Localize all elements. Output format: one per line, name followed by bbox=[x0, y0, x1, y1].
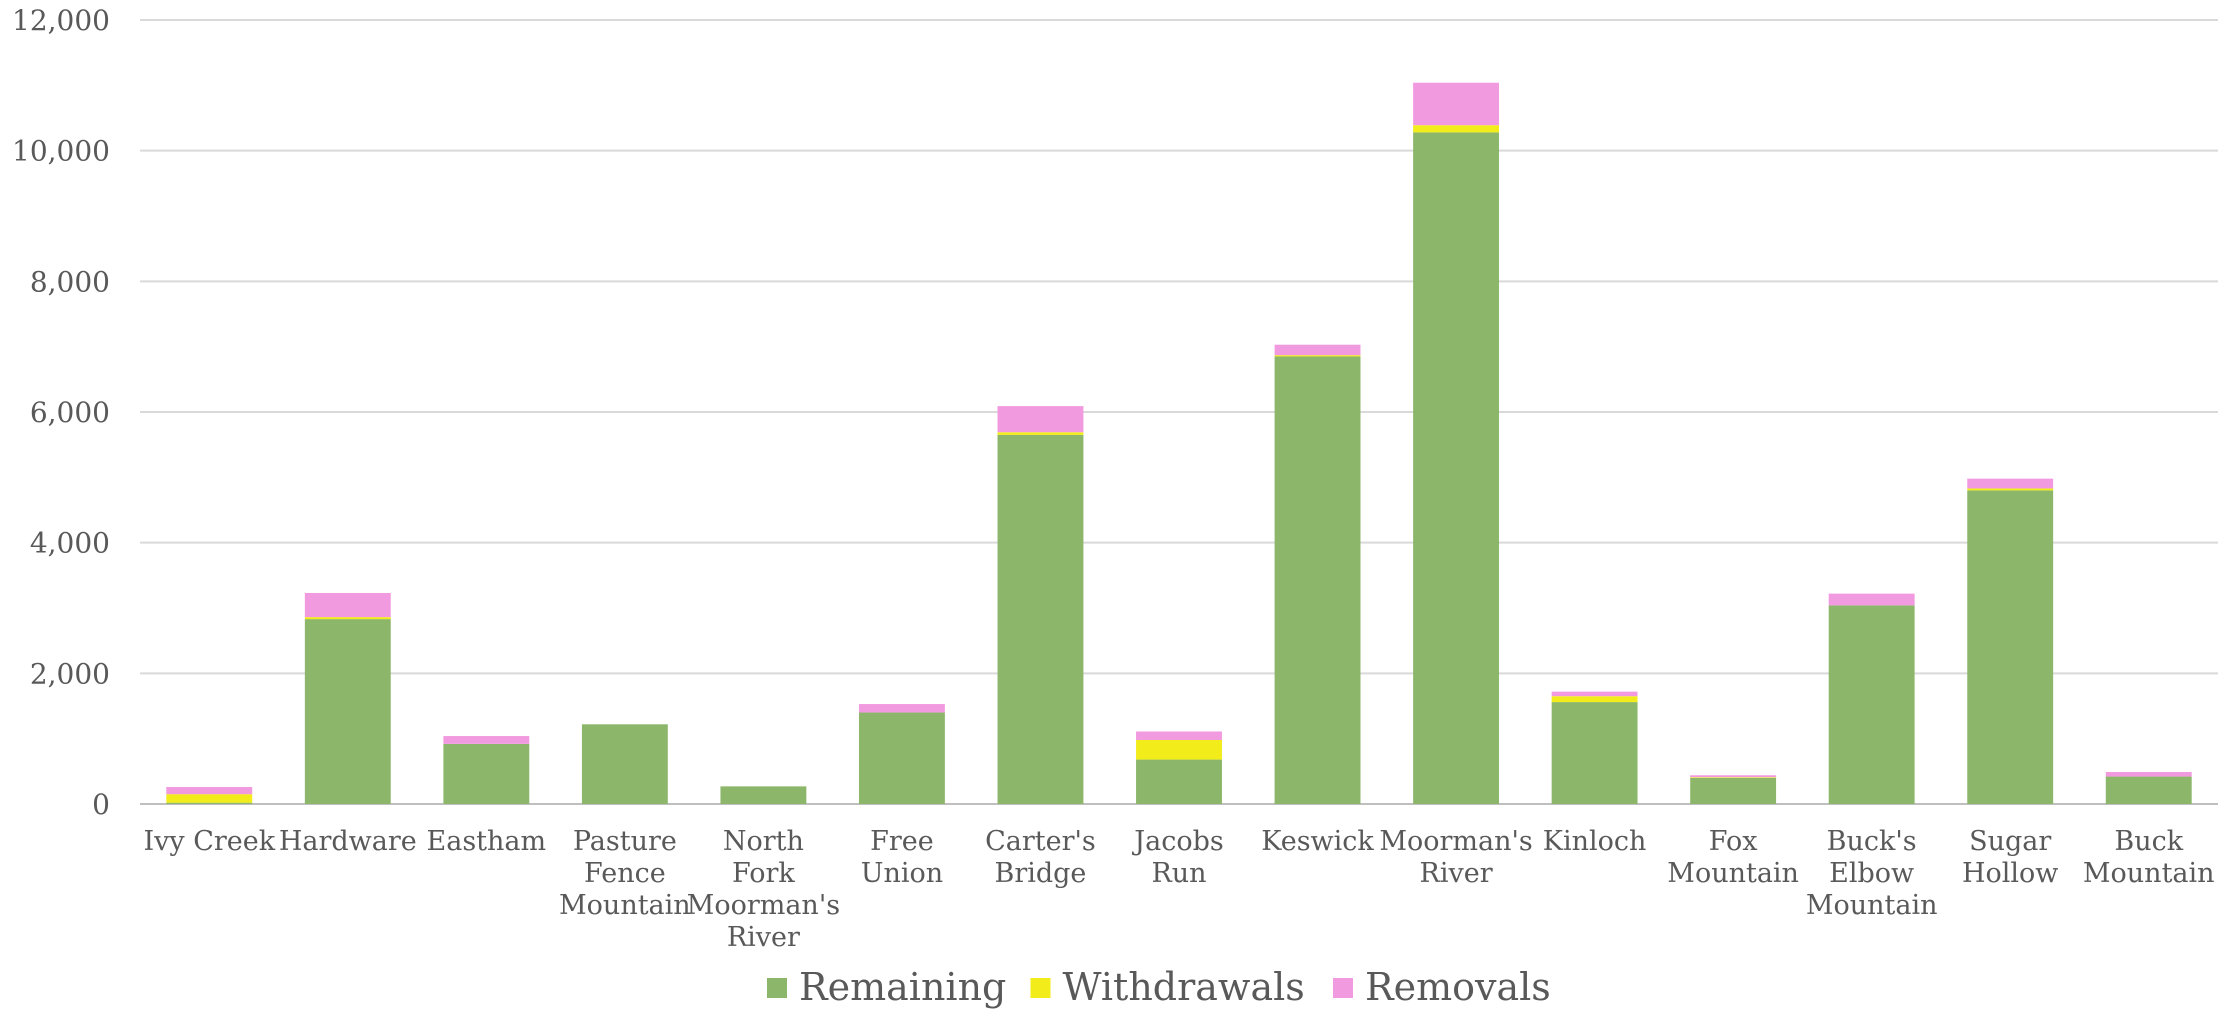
bar-segment-removals bbox=[858, 704, 945, 713]
bar-segment-removals bbox=[166, 787, 253, 795]
x-category-label: Buck Mountain bbox=[2083, 826, 2215, 889]
x-axis-category-labels: Ivy Creek Hardware Eastham Pasture Fence Moun… bbox=[143, 826, 2214, 953]
bar-segment-removals bbox=[997, 406, 1084, 433]
bar-segment-withdrawals bbox=[1136, 739, 1222, 760]
bar-segment-removals bbox=[1690, 775, 1777, 778]
bar-segment-remaining bbox=[166, 802, 253, 804]
x-category-label: Kinloch bbox=[1543, 826, 1647, 857]
bar-segment-withdrawals bbox=[1413, 125, 1500, 133]
y-tick-label: 10,000 bbox=[12, 135, 110, 168]
y-tick-label: 2,000 bbox=[30, 657, 110, 690]
x-category-label: Free Union bbox=[861, 826, 943, 889]
x-category-label: Buck's Elbow Mountain bbox=[1806, 826, 1938, 921]
bar-segment-remaining bbox=[443, 743, 530, 804]
bar-segment-withdrawals bbox=[166, 794, 253, 803]
legend-item-withdrawals: Withdrawals bbox=[1030, 965, 1305, 1009]
bar-segment-remaining bbox=[581, 724, 668, 804]
bar-segment-removals bbox=[443, 736, 530, 744]
x-category-label: Sugar Hollow bbox=[1962, 826, 2058, 889]
bar-segment-removals bbox=[1413, 82, 1500, 126]
bar-segment-remaining bbox=[304, 619, 391, 804]
bar-segment-withdrawals bbox=[1551, 696, 1638, 703]
y-tick-label: 0 bbox=[92, 788, 110, 821]
legend-label: Removals bbox=[1365, 965, 1551, 1009]
bar-segment-withdrawals bbox=[1967, 488, 2054, 491]
legend-label: Withdrawals bbox=[1063, 965, 1305, 1009]
x-category-label: Ivy Creek bbox=[143, 826, 275, 857]
x-category-label: Pasture Fence Mountain bbox=[559, 826, 691, 921]
bar-segment-remaining bbox=[997, 434, 1084, 804]
bar-segment-removals bbox=[1274, 344, 1361, 356]
legend-swatch bbox=[767, 978, 787, 998]
bar-segment-remaining bbox=[858, 712, 945, 804]
bar-segment-withdrawals bbox=[304, 617, 391, 620]
bar-segment-removals bbox=[1828, 593, 1915, 606]
bar-segment-remaining bbox=[1828, 605, 1915, 804]
bar-segment-removals bbox=[1551, 691, 1638, 697]
x-category-label: North Fork Moorman's River bbox=[687, 826, 840, 953]
y-tick-label: 12,000 bbox=[12, 4, 110, 37]
bar-segment-remaining bbox=[1274, 356, 1361, 804]
x-category-label: Moorman's River bbox=[1379, 826, 1532, 889]
gridlines bbox=[140, 19, 2218, 805]
legend-swatch bbox=[1030, 978, 1051, 998]
bar-segment-remaining bbox=[1690, 777, 1777, 804]
x-category-label: Hardware bbox=[279, 826, 417, 857]
y-tick-label: 4,000 bbox=[30, 527, 110, 560]
bars bbox=[166, 82, 2192, 804]
y-axis-tick-labels: 0 2,000 4,000 6,000 8,000 10,000 12,000 bbox=[12, 4, 110, 821]
bar-segment-remaining bbox=[1967, 490, 2054, 804]
y-tick-label: 6,000 bbox=[30, 396, 110, 429]
legend-swatch bbox=[1333, 978, 1353, 998]
bar-segment-remaining bbox=[1136, 759, 1222, 804]
bar-segment-removals bbox=[304, 592, 391, 618]
bar-segment-removals bbox=[1136, 731, 1222, 740]
bar-segment-removals bbox=[1967, 478, 2054, 489]
legend-item-removals: Removals bbox=[1333, 965, 1551, 1009]
bar-segment-remaining bbox=[720, 786, 807, 804]
x-category-label: Eastham bbox=[427, 826, 547, 857]
bar-segment-withdrawals bbox=[997, 432, 1084, 435]
bar-segment-withdrawals bbox=[1690, 777, 1777, 778]
bar-segment-remaining bbox=[2105, 776, 2192, 804]
bar-segment-remaining bbox=[1551, 702, 1638, 804]
x-category-label: Fox Mountain bbox=[1667, 826, 1799, 889]
bar-segment-remaining bbox=[1413, 132, 1500, 804]
y-tick-label: 8,000 bbox=[30, 265, 110, 298]
legend-label: Remaining bbox=[799, 965, 1006, 1009]
x-category-label: Carter's Bridge bbox=[985, 826, 1096, 889]
legend-item-remaining: Remaining bbox=[767, 965, 1006, 1009]
legend: Remaining Withdrawals Removals bbox=[767, 965, 1551, 1009]
x-category-label: Keswick bbox=[1261, 826, 1374, 857]
x-category-label: Jacobs Run bbox=[1131, 826, 1223, 889]
bar-segment-removals bbox=[2105, 771, 2192, 777]
bar-segment-withdrawals bbox=[1274, 355, 1361, 357]
